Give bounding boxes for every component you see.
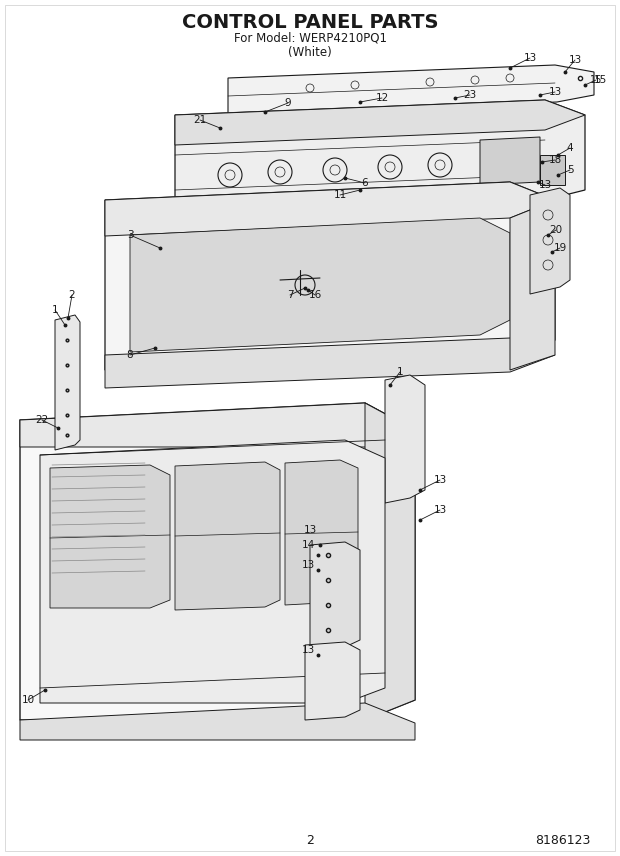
Text: 2: 2 [69,290,75,300]
Text: 4: 4 [567,143,574,153]
Polygon shape [105,182,555,370]
Polygon shape [310,542,360,650]
Polygon shape [530,188,570,294]
Text: 1: 1 [397,367,404,377]
Text: 23: 23 [463,90,477,100]
Polygon shape [40,440,385,703]
Polygon shape [175,100,585,145]
Polygon shape [20,403,415,720]
Polygon shape [480,137,540,185]
Polygon shape [385,375,425,503]
Polygon shape [540,155,565,185]
Text: 13: 13 [301,560,314,570]
Text: 13: 13 [301,645,314,655]
Text: 8: 8 [126,350,133,360]
Text: 22: 22 [35,415,48,425]
Polygon shape [305,642,360,720]
Text: 5: 5 [567,165,574,175]
Text: 13: 13 [303,525,317,535]
Polygon shape [50,465,170,608]
Polygon shape [175,462,280,610]
Text: 15: 15 [590,75,602,85]
Text: 13: 13 [569,55,582,65]
Polygon shape [105,182,555,236]
Text: 21: 21 [193,115,206,125]
Polygon shape [175,100,585,215]
Text: 8186123: 8186123 [534,834,590,847]
Text: 19: 19 [554,243,567,253]
Polygon shape [285,460,358,605]
Text: 10: 10 [22,695,35,705]
Polygon shape [105,338,555,388]
Text: 9: 9 [285,98,291,108]
Text: 13: 13 [433,475,446,485]
Text: 15: 15 [593,75,606,85]
Text: 14: 14 [301,540,314,550]
Polygon shape [55,315,80,450]
Text: 16: 16 [308,290,322,300]
Text: 13: 13 [433,505,446,515]
Text: CONTROL PANEL PARTS: CONTROL PANEL PARTS [182,13,438,32]
Polygon shape [228,65,594,115]
Text: 18: 18 [548,155,562,165]
Polygon shape [130,218,510,352]
Text: 13: 13 [538,180,552,190]
Text: (White): (White) [288,45,332,58]
Text: 7: 7 [286,290,293,300]
Text: 13: 13 [548,87,562,97]
Polygon shape [20,703,415,740]
Polygon shape [365,403,415,720]
Text: 6: 6 [361,178,368,188]
Text: 11: 11 [334,190,347,200]
Text: 3: 3 [126,230,133,240]
Text: 1: 1 [51,305,58,315]
Text: 2: 2 [306,834,314,847]
Text: eReplacementParts.com: eReplacementParts.com [234,554,386,567]
Text: For Model: WERP4210PQ1: For Model: WERP4210PQ1 [234,32,386,45]
Text: 20: 20 [549,225,562,235]
Polygon shape [510,200,555,370]
Text: 13: 13 [523,53,537,63]
Polygon shape [20,403,415,447]
Text: 12: 12 [375,93,389,103]
